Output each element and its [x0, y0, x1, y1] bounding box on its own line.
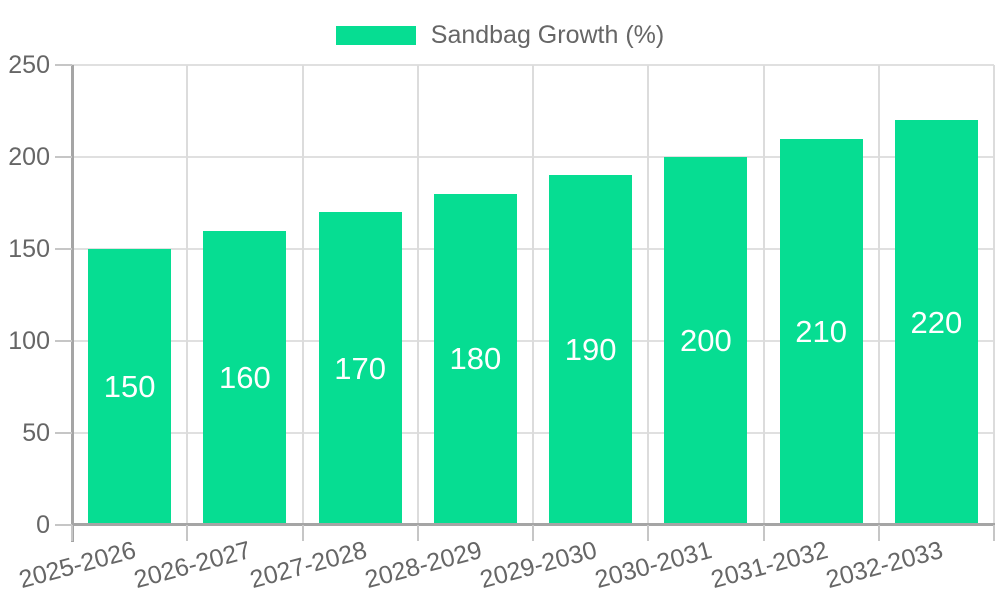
vertical-gridline [416, 65, 419, 525]
x-tick-label: 2029-2030 [373, 536, 600, 594]
vertical-gridline [532, 65, 534, 525]
x-tick-label-text: 2030-2031 [592, 536, 716, 594]
x-tick-label: 2026-2027 [27, 536, 254, 594]
y-tick-label: 250 [8, 51, 50, 79]
bar-value-label: 160 [219, 359, 271, 395]
vertical-gridline [186, 65, 189, 525]
vertical-gridline [762, 65, 765, 525]
bar-value-label: 210 [795, 313, 847, 349]
y-tick-mark [55, 340, 72, 342]
y-axis-line [71, 65, 74, 542]
x-tick-label-text: 2025-2026 [16, 536, 139, 594]
bar-value-label: 200 [680, 323, 732, 358]
y-tick-mark [55, 156, 72, 158]
y-tick-mark [55, 64, 72, 66]
bar[interactable]: 190 [549, 175, 633, 525]
x-tick-mark [532, 525, 534, 541]
x-tick-mark [416, 525, 419, 541]
x-tick-mark [877, 525, 880, 541]
y-tick-label: 50 [22, 419, 50, 447]
y-tick-label: 150 [8, 235, 50, 263]
x-tick-label-text: 2031-2032 [707, 536, 831, 594]
bar[interactable]: 170 [318, 212, 402, 525]
bar-value-label: 150 [103, 369, 156, 404]
x-tick-label: 2025-2026 [0, 536, 139, 594]
x-tick-mark [762, 525, 765, 541]
x-tick-label: 2031-2032 [603, 536, 831, 594]
y-tick-label: 200 [8, 143, 50, 171]
x-tick-label-text: 2027-2028 [246, 536, 370, 594]
x-tick-label: 2030-2031 [488, 536, 715, 594]
x-tick-label: 2028-2029 [257, 536, 485, 594]
legend-swatch [335, 26, 416, 45]
bar[interactable]: 160 [203, 230, 287, 525]
bar-value-label: 180 [449, 341, 502, 377]
x-tick-label-text: 2028-2029 [361, 536, 485, 594]
y-tick-mark [55, 432, 72, 434]
x-tick-label-text: 2032-2033 [822, 536, 946, 594]
x-tick-mark [186, 525, 189, 541]
bar-value-label: 170 [334, 350, 386, 386]
x-tick-label: 2032-2033 [718, 536, 946, 594]
plot-area: 150 160 170 180 190 200 210 220 [72, 64, 995, 525]
y-tick-label: 100 [8, 327, 50, 355]
x-tick-mark [71, 525, 73, 541]
x-tick-label-text: 2026-2027 [131, 536, 255, 594]
x-tick-label: 2027-2028 [142, 536, 370, 594]
y-tick-mark [55, 248, 72, 250]
bar[interactable]: 200 [664, 157, 748, 525]
x-tick-mark [647, 525, 650, 541]
bar[interactable]: 150 [88, 249, 172, 525]
vertical-gridline [647, 65, 650, 525]
x-tick-mark [993, 525, 995, 541]
vertical-gridline [301, 65, 304, 525]
bar[interactable]: 180 [433, 193, 517, 525]
x-tick-label-text: 2029-2030 [477, 536, 600, 594]
y-tick-mark [55, 524, 72, 526]
legend[interactable]: Sandbag Growth (%) [0, 21, 1000, 50]
bar[interactable]: 220 [894, 120, 978, 525]
legend-label: Sandbag Growth (%) [430, 21, 665, 49]
x-tick-mark [301, 525, 304, 541]
x-axis-line [71, 523, 995, 526]
bar-value-label: 220 [910, 304, 963, 340]
vertical-gridline [993, 65, 995, 525]
vertical-gridline [877, 65, 880, 525]
y-tick-label: 0 [36, 511, 50, 539]
bar-value-label: 190 [564, 332, 617, 368]
bar[interactable]: 210 [779, 138, 863, 525]
